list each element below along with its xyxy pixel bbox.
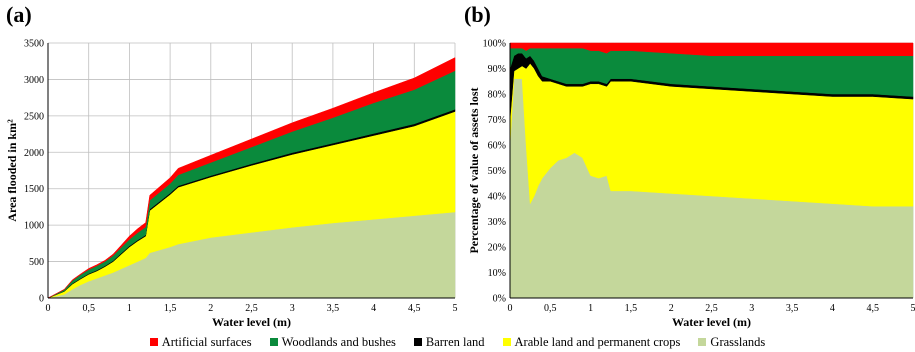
- chart1-x-tick-label: 4,5: [408, 303, 421, 314]
- chart1-x-axis-title: Water level (m): [212, 315, 291, 329]
- chart2-y-tick-label: 80%: [488, 90, 506, 101]
- chart2-x-tick-label: 3: [749, 303, 754, 314]
- chart2-x-tick-label: 4,5: [866, 303, 879, 314]
- chart1-x-tick-label: 1,5: [164, 303, 177, 314]
- legend-label-grasslands: Grasslands: [710, 334, 766, 349]
- chart2-series-artificial-surfaces: [509, 42, 914, 56]
- chart2-y-tick-label: 40%: [488, 192, 506, 203]
- chart2-x-tick-label: 4: [830, 303, 835, 314]
- legend-swatch-woodlands: [269, 338, 278, 346]
- chart1-x-tick-label: 2,5: [245, 303, 258, 314]
- legend-label-artificial: Artificial surfaces: [161, 334, 252, 349]
- chart1-x-tick-label: 5: [453, 303, 458, 314]
- chart1-x-tick-label: 0,5: [82, 303, 95, 314]
- chart1-x-tick-label: 3,5: [327, 303, 340, 314]
- chart1-series-artificial-surfaces: [47, 57, 456, 299]
- chart2-x-tick-label: 5: [911, 303, 915, 314]
- chart2-x-tick-label: 0,5: [544, 303, 557, 314]
- chart2-y-tick-label: 20%: [488, 243, 506, 254]
- chart2-x-tick-label: 2,5: [705, 303, 718, 314]
- chart1-x-tick-label: 2: [208, 303, 213, 314]
- chart2-x-tick-label: 0: [508, 303, 513, 314]
- chart1-x-tick-label: 4: [371, 303, 376, 314]
- chart2-y-tick-label: 50%: [488, 166, 506, 177]
- legend-swatch-barren: [413, 338, 422, 346]
- chart2-x-tick-label: 3,5: [786, 303, 799, 314]
- chart2-y-axis-title: Percentage of value of assets lost: [467, 87, 481, 253]
- chart1-y-tick-label: 2500: [24, 111, 44, 122]
- chart2-x-axis-title: Water level (m): [672, 315, 751, 329]
- chart2-y-tick-label: 0%: [493, 294, 506, 305]
- legend-label-arable: Arable land and permanent crops: [514, 334, 681, 349]
- chart1-y-tick-label: 500: [29, 257, 44, 268]
- chart2-y-tick-label: 100%: [483, 39, 506, 50]
- chart1-x-tick-label: 1: [127, 303, 132, 314]
- legend: Artificial surfaces Woodlands and bushes…: [0, 333, 915, 351]
- chart2-y-tick-label: 10%: [488, 268, 506, 279]
- chart2-x-tick-label: 1,5: [625, 303, 638, 314]
- chart2-y-tick-label: 90%: [488, 64, 506, 75]
- chart1-y-tick-label: 3000: [24, 75, 44, 86]
- chart2-x-tick-label: 2: [669, 303, 674, 314]
- chart1-x-tick-label: 3: [290, 303, 295, 314]
- legend-item-woodlands: Woodlands and bushes: [269, 334, 396, 350]
- chart1-y-tick-label: 3500: [24, 39, 44, 50]
- chart1-y-tick-label: 0: [39, 294, 44, 305]
- chart1-y-tick-label: 2000: [24, 148, 44, 159]
- legend-item-barren: Barren land: [413, 334, 485, 350]
- chart2-y-tick-label: 30%: [488, 217, 506, 228]
- legend-swatch-artificial: [149, 338, 158, 346]
- legend-swatch-arable: [502, 338, 511, 346]
- chart1-y-tick-label: 1000: [24, 221, 44, 232]
- legend-item-grasslands: Grasslands: [698, 335, 765, 350]
- legend-item-arable: Arable land and permanent crops: [502, 334, 681, 350]
- chart1-y-axis-title: Area flooded in km²: [5, 119, 19, 222]
- chart1-x-tick-label: 0: [46, 303, 51, 314]
- chart1-y-tick-label: 1500: [24, 184, 44, 195]
- chart2-x-tick-label: 1: [588, 303, 593, 314]
- legend-label-woodlands: Woodlands and bushes: [281, 334, 396, 349]
- legend-swatch-grasslands: [698, 338, 707, 346]
- chart2-y-tick-label: 70%: [488, 115, 506, 126]
- panel-label-a: (a): [6, 2, 32, 27]
- legend-item-artificial: Artificial surfaces: [149, 334, 252, 350]
- chart2-y-tick-label: 60%: [488, 141, 506, 152]
- legend-label-barren: Barren land: [425, 334, 485, 349]
- panel-label-b: (b): [464, 2, 491, 27]
